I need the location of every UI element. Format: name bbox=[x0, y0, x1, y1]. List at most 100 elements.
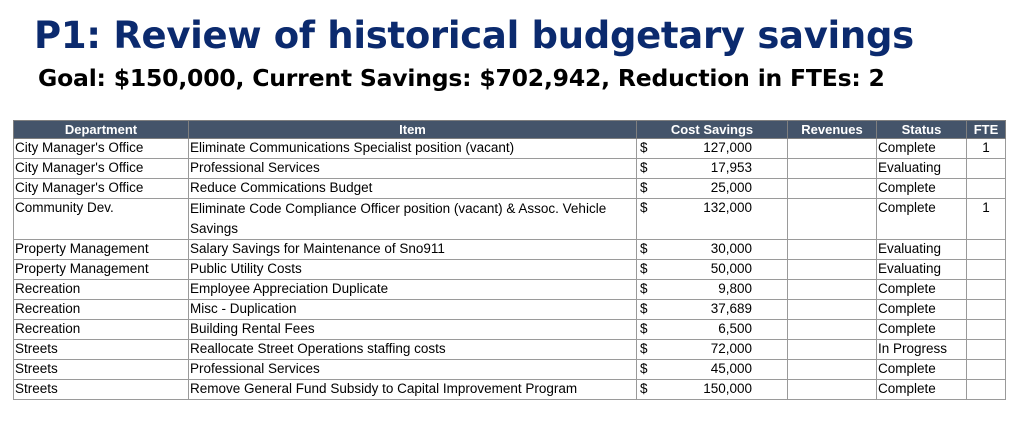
table-row: Recreation Building Rental Fees $6,500 Comp… bbox=[13, 319, 1006, 340]
cell-cost-savings: $72,000 bbox=[636, 339, 788, 360]
cell-revenues bbox=[787, 178, 877, 199]
currency-symbol: $ bbox=[640, 361, 648, 376]
cell-item: Reduce Commications Budget bbox=[188, 178, 637, 199]
table-row: Streets Reallocate Street Operations staf… bbox=[13, 339, 1006, 360]
cost-amount: 37,689 bbox=[710, 301, 752, 316]
cell-cost-savings: $50,000 bbox=[636, 259, 788, 280]
cell-status: In Progress bbox=[876, 339, 967, 360]
currency-symbol: $ bbox=[640, 140, 648, 155]
cell-item: Building Rental Fees bbox=[188, 319, 637, 340]
table-row: Property Management Salary Savings for Ma… bbox=[13, 239, 1006, 260]
cell-status: Complete bbox=[876, 279, 967, 300]
cell-item: Salary Savings for Maintenance of Sno911 bbox=[188, 239, 637, 260]
cell-status: Complete bbox=[876, 138, 967, 159]
cell-fte bbox=[966, 279, 1006, 300]
cell-fte bbox=[966, 319, 1006, 340]
cell-item: Remove General Fund Subsidy to Capital I… bbox=[188, 379, 637, 400]
cell-fte bbox=[966, 259, 1006, 280]
header-cost-savings: Cost Savings bbox=[636, 120, 788, 139]
currency-symbol: $ bbox=[640, 180, 648, 195]
cell-revenues bbox=[787, 339, 877, 360]
cell-revenues bbox=[787, 379, 877, 400]
cost-amount: 150,000 bbox=[703, 381, 752, 396]
currency-symbol: $ bbox=[640, 200, 648, 215]
cell-revenues bbox=[787, 279, 877, 300]
table-row: Recreation Misc - Duplication $37,689 Compl… bbox=[13, 299, 1006, 320]
cost-amount: 6,500 bbox=[718, 321, 752, 336]
currency-symbol: $ bbox=[640, 381, 648, 396]
cell-cost-savings: $127,000 bbox=[636, 138, 788, 159]
cell-cost-savings: $17,953 bbox=[636, 158, 788, 179]
cell-status: Complete bbox=[876, 178, 967, 199]
cell-department: Streets bbox=[13, 339, 189, 360]
currency-symbol: $ bbox=[640, 281, 648, 296]
cell-fte bbox=[966, 359, 1006, 380]
cost-amount: 9,800 bbox=[718, 281, 752, 296]
table-row: Streets Remove General Fund Subsidy to Ca… bbox=[13, 379, 1006, 400]
cell-status: Evaluating bbox=[876, 239, 967, 260]
cell-department: Streets bbox=[13, 379, 189, 400]
currency-symbol: $ bbox=[640, 321, 648, 336]
table-row: Community Dev. Eliminate Code Compliance … bbox=[13, 198, 1006, 240]
page-title: P1: Review of historical budgetary savin… bbox=[34, 14, 914, 57]
table-row: City Manager's Office Reduce Commications… bbox=[13, 178, 1006, 199]
header-revenues: Revenues bbox=[787, 120, 877, 139]
cell-cost-savings: $25,000 bbox=[636, 178, 788, 199]
currency-symbol: $ bbox=[640, 341, 648, 356]
cost-amount: 132,000 bbox=[703, 200, 752, 215]
cell-department: Recreation bbox=[13, 279, 189, 300]
cost-amount: 50,000 bbox=[710, 261, 752, 276]
cell-fte bbox=[966, 379, 1006, 400]
cell-department: Recreation bbox=[13, 299, 189, 320]
cell-department: Community Dev. bbox=[13, 198, 189, 240]
cost-amount: 25,000 bbox=[710, 180, 752, 195]
cell-fte bbox=[966, 299, 1006, 320]
table-row: City Manager's Office Eliminate Communica… bbox=[13, 138, 1006, 159]
header-status: Status bbox=[876, 120, 967, 139]
cell-cost-savings: $37,689 bbox=[636, 299, 788, 320]
cell-fte: 1 bbox=[966, 198, 1006, 240]
cell-item: Eliminate Code Compliance Officer positi… bbox=[188, 198, 637, 240]
table-header-row: Department Item Cost Savings Revenues St… bbox=[13, 120, 1006, 139]
cell-revenues bbox=[787, 259, 877, 280]
cell-revenues bbox=[787, 138, 877, 159]
cost-amount: 127,000 bbox=[703, 140, 752, 155]
currency-symbol: $ bbox=[640, 241, 648, 256]
cell-fte: 1 bbox=[966, 138, 1006, 159]
header-fte: FTE bbox=[966, 120, 1006, 139]
cell-department: Recreation bbox=[13, 319, 189, 340]
cell-cost-savings: $132,000 bbox=[636, 198, 788, 240]
page-subtitle: Goal: $150,000, Current Savings: $702,94… bbox=[38, 64, 885, 92]
cell-cost-savings: $45,000 bbox=[636, 359, 788, 380]
cell-item: Reallocate Street Operations staffing co… bbox=[188, 339, 637, 360]
cell-cost-savings: $9,800 bbox=[636, 279, 788, 300]
cost-amount: 17,953 bbox=[710, 160, 752, 175]
cell-cost-savings: $150,000 bbox=[636, 379, 788, 400]
header-department: Department bbox=[13, 120, 189, 139]
cell-department: City Manager's Office bbox=[13, 158, 189, 179]
currency-symbol: $ bbox=[640, 160, 648, 175]
table-row: City Manager's Office Professional Servic… bbox=[13, 158, 1006, 179]
cell-revenues bbox=[787, 299, 877, 320]
cell-item: Eliminate Communications Specialist posi… bbox=[188, 138, 637, 159]
table-row: Property Management Public Utility Costs $… bbox=[13, 259, 1006, 280]
cell-status: Complete bbox=[876, 359, 967, 380]
table-row: Streets Professional Services $45,000 Compl… bbox=[13, 359, 1006, 380]
cell-department: Property Management bbox=[13, 259, 189, 280]
cell-item: Misc - Duplication bbox=[188, 299, 637, 320]
cell-cost-savings: $6,500 bbox=[636, 319, 788, 340]
table-row: Recreation Employee Appreciation Duplicat… bbox=[13, 279, 1006, 300]
header-item: Item bbox=[188, 120, 637, 139]
cost-amount: 45,000 bbox=[710, 361, 752, 376]
cell-fte bbox=[966, 158, 1006, 179]
savings-table: Department Item Cost Savings Revenues St… bbox=[13, 120, 1006, 400]
cell-department: Property Management bbox=[13, 239, 189, 260]
cell-fte bbox=[966, 178, 1006, 199]
cell-status: Complete bbox=[876, 198, 967, 240]
cell-item: Professional Services bbox=[188, 359, 637, 380]
cell-fte bbox=[966, 239, 1006, 260]
cell-status: Evaluating bbox=[876, 259, 967, 280]
currency-symbol: $ bbox=[640, 261, 648, 276]
cell-department: City Manager's Office bbox=[13, 138, 189, 159]
cell-revenues bbox=[787, 239, 877, 260]
